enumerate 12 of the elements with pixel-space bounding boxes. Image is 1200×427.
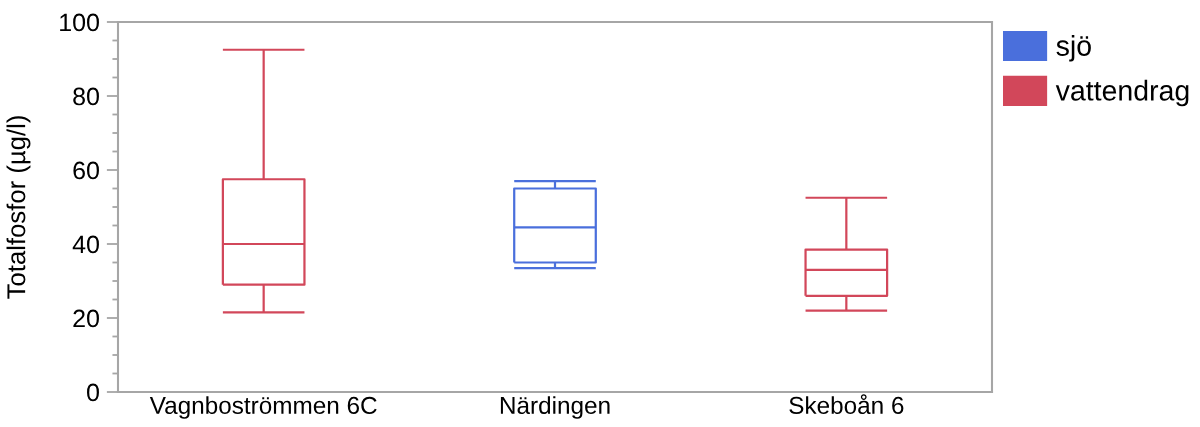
x-tick-label: Närdingen xyxy=(500,396,610,419)
y-tick-label: 60 xyxy=(73,161,99,180)
x-tick-label: Vagnboströmmen 6C xyxy=(149,396,377,419)
y-tick-label: 0 xyxy=(87,383,99,402)
y-axis-title: Totalfosfor (µg/l) xyxy=(6,116,31,299)
y-tick-label: 100 xyxy=(60,13,99,32)
y-tick-label: 80 xyxy=(73,87,99,106)
x-tick-label: Skeboån 6 xyxy=(789,394,904,415)
legend-label: vattendrag xyxy=(1055,79,1189,107)
y-tick-label: 20 xyxy=(73,309,99,328)
legend-label: sjö xyxy=(1056,35,1091,62)
y-tick-label: 40 xyxy=(72,235,99,254)
